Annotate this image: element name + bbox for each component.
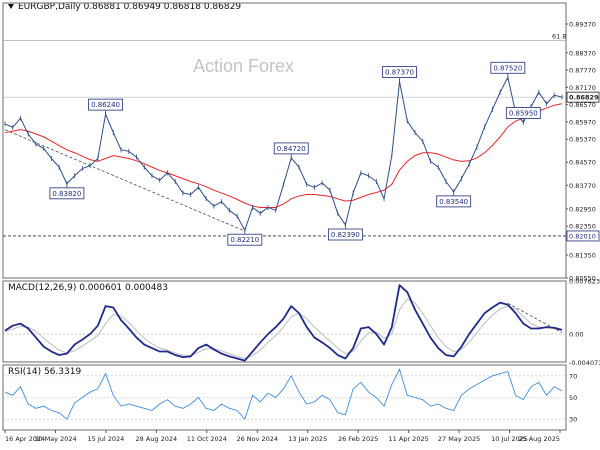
support-level-tag bbox=[566, 230, 600, 242]
price-y-tick: 0.86570 bbox=[569, 101, 596, 109]
macd-signal-line bbox=[4, 298, 563, 360]
current-price-tag bbox=[566, 91, 600, 103]
price-y-tick: 0.84570 bbox=[569, 159, 596, 167]
annotation-label: 0.85950 bbox=[509, 109, 538, 117]
price-y-tick: 0.85370 bbox=[569, 136, 596, 144]
price-trendline bbox=[4, 129, 245, 232]
macd-trendline bbox=[507, 303, 563, 333]
annotation-label: 0.82390 bbox=[331, 231, 360, 239]
price-y-tick: 0.87770 bbox=[569, 67, 596, 75]
x-axis-label: 16 Apr 2024 bbox=[5, 435, 45, 443]
x-axis-label: 30 May 2024 bbox=[34, 435, 76, 443]
price-panel-frame bbox=[2, 2, 567, 279]
x-axis-label: 26 Nov 2024 bbox=[236, 435, 278, 443]
x-axis-label: 13 Jan 2025 bbox=[288, 435, 327, 443]
price-y-tick: 0.80550 bbox=[569, 275, 596, 283]
annotation-box bbox=[273, 142, 309, 155]
annotation-label: 0.83820 bbox=[52, 190, 81, 198]
annotation-box bbox=[436, 195, 472, 208]
annotation-box bbox=[49, 187, 85, 200]
annotation-label: 0.87520 bbox=[493, 64, 522, 72]
watermark: Action Forex bbox=[193, 56, 295, 76]
dropdown-triangle-icon[interactable] bbox=[8, 4, 14, 9]
price-y-tick: 0.82950 bbox=[569, 205, 596, 213]
current-price-label: 0.86829 bbox=[569, 94, 599, 102]
rsi-y-tick: 50 bbox=[569, 394, 577, 402]
macd-y-tick: -0.004073 bbox=[569, 359, 600, 367]
price-y-tick: 0.85970 bbox=[569, 118, 596, 126]
annotation-box bbox=[382, 66, 417, 78]
rsi-y-tick: 70 bbox=[569, 372, 577, 380]
chart-header: EURGBP,Daily 0.86881 0.86949 0.86818 0.8… bbox=[8, 2, 241, 12]
x-axis-label: 25 Aug 2025 bbox=[518, 435, 560, 443]
macd-header: MACD(12,26,9) 0.000601 0.000483 bbox=[8, 283, 168, 293]
macd-panel-frame bbox=[2, 280, 567, 363]
x-axis-label: 27 May 2025 bbox=[438, 435, 480, 443]
annotation-box bbox=[227, 233, 263, 246]
price-y-tick: 0.82350 bbox=[569, 223, 596, 231]
annotation-box bbox=[88, 98, 123, 111]
annotation-box bbox=[490, 61, 526, 74]
annotation-label: 0.86240 bbox=[91, 101, 120, 109]
annotation-box bbox=[327, 228, 363, 241]
price-y-tick: 0.87170 bbox=[569, 84, 596, 92]
macd-line bbox=[4, 284, 563, 362]
macd-y-tick: 0.007623 bbox=[569, 277, 600, 285]
x-axis-label: 11 Oct 2024 bbox=[187, 435, 227, 443]
annotation-label: 0.87370 bbox=[385, 69, 414, 77]
price-y-tick: 0.81350 bbox=[569, 251, 596, 259]
x-axis-label: 15 Jul 2024 bbox=[88, 435, 125, 443]
annotation-label: 0.82210 bbox=[230, 236, 259, 244]
price-y-tick: 0.88370 bbox=[569, 49, 596, 57]
x-axis-label: 28 Aug 2024 bbox=[136, 435, 178, 443]
rsi-header: RSI(14) 56.3319 bbox=[8, 367, 82, 377]
price-y-tick: 0.89370 bbox=[569, 21, 596, 29]
macd-y-tick: 0.00 bbox=[569, 331, 583, 339]
support-level-label: 0.82010 bbox=[569, 232, 596, 240]
symbol-ohlc-label: EURGBP,Daily 0.86881 0.86949 0.86818 0.8… bbox=[18, 2, 242, 12]
annotation-label: 0.83540 bbox=[439, 198, 468, 206]
x-axis-label: 11 Apr 2025 bbox=[389, 435, 429, 443]
x-axis-label: 26 Feb 2025 bbox=[338, 435, 378, 443]
annotation-label: 0.84720 bbox=[277, 145, 306, 153]
fib-level-label: 61.8 bbox=[552, 32, 566, 40]
rsi-y-tick: 30 bbox=[569, 416, 577, 424]
rsi-line bbox=[4, 368, 563, 421]
moving-average-line bbox=[4, 103, 563, 208]
annotation-box bbox=[505, 107, 541, 119]
price-y-tick: 0.83770 bbox=[569, 182, 596, 190]
x-axis-label: 10 Jul 2025 bbox=[491, 435, 528, 443]
